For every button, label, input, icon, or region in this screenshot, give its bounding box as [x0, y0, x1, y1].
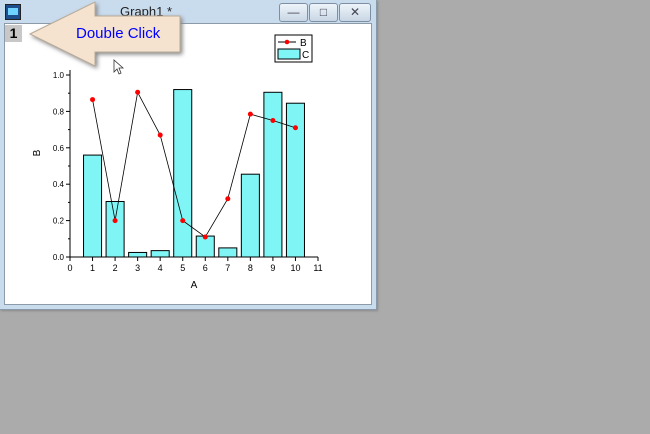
- x-tick-label: 10: [290, 263, 300, 273]
- title-bar[interactable]: Graph1 * — □ ✕: [0, 0, 376, 22]
- graph-window-icon[interactable]: [5, 4, 21, 20]
- series-c-bar: [285, 102, 305, 258]
- legend-label-b: B: [300, 38, 307, 49]
- minimize-icon: —: [287, 5, 300, 19]
- minimize-button[interactable]: —: [279, 3, 308, 22]
- x-tick-label: 1: [90, 263, 95, 273]
- window-title: Graph1 *: [120, 4, 173, 19]
- series-b-point: [90, 97, 96, 103]
- chart[interactable]: 0 1 2 3 4 5 6 7 8 9 10 11 0.0 0.2 0.4 0.6 0.8 1.0 B C A B: [0, 0, 376, 309]
- x-tick-label: 0: [67, 263, 72, 273]
- x-tick-label: 4: [158, 263, 163, 273]
- y-tick-label: 0.0: [53, 253, 65, 262]
- double-click-callout: [28, 1, 181, 67]
- mouse-cursor-icon: [113, 59, 125, 75]
- series-b-point: [270, 118, 276, 123]
- x-axis-label: A: [191, 280, 198, 291]
- series-b-line: [92, 91, 296, 238]
- x-tick-label: 7: [225, 263, 230, 273]
- callout-text: Double Click: [76, 25, 161, 42]
- series-c-bar: [218, 247, 238, 258]
- legend[interactable]: B C: [274, 34, 313, 63]
- series-c-bar: [150, 250, 170, 258]
- y-tick-label: 0.2: [53, 217, 65, 226]
- series-b-point: [180, 218, 186, 224]
- series-b-point: [112, 218, 118, 224]
- x-tick-label: 3: [135, 263, 140, 273]
- series-c-bar: [128, 251, 148, 258]
- x-tick-label: 2: [113, 263, 118, 273]
- series-c-bar: [83, 154, 103, 258]
- series-b-point: [157, 132, 163, 138]
- series-b-point: [225, 196, 231, 202]
- y-tick-label: 0.6: [53, 144, 65, 153]
- x-tick-label: 8: [248, 263, 253, 273]
- series-c-bar: [105, 200, 125, 258]
- legend-marker-b: [284, 39, 290, 45]
- close-button[interactable]: ✕: [339, 3, 371, 22]
- x-tick-label: 6: [203, 263, 208, 273]
- series-c-bar: [240, 173, 260, 258]
- series-b-point: [292, 125, 298, 131]
- close-icon: ✕: [349, 5, 361, 19]
- x-tick-label: 9: [270, 263, 275, 273]
- graph-window: Graph1 * — □ ✕ 1 0 1 2 3 4 5 6 7 8 9 10 11 0.0 0.2 0.4…: [0, 0, 377, 310]
- legend-label-c: C: [302, 50, 309, 61]
- series-c-bar: [173, 89, 193, 258]
- y-axis-label: B: [32, 149, 43, 156]
- maximize-button[interactable]: □: [309, 3, 338, 22]
- x-tick-label: 5: [180, 263, 185, 273]
- series-b-point: [202, 234, 208, 240]
- legend-swatch-c: [277, 48, 301, 60]
- y-tick-label: 0.8: [53, 107, 65, 116]
- series-b-point: [135, 89, 141, 95]
- series-b-point: [247, 111, 253, 117]
- y-tick-label: 1.0: [53, 71, 65, 80]
- x-tick-label: 11: [313, 263, 322, 273]
- maximize-icon: □: [319, 5, 328, 19]
- layer-icon[interactable]: 1: [5, 25, 22, 42]
- series-c-bar: [263, 91, 283, 258]
- y-tick-label: 0.4: [53, 180, 65, 189]
